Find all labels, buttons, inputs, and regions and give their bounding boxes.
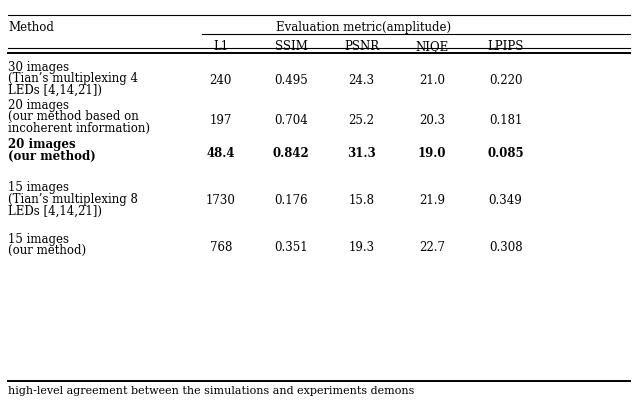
Text: 20 images: 20 images bbox=[8, 138, 76, 151]
Text: Method: Method bbox=[8, 21, 54, 34]
Text: (our method based on: (our method based on bbox=[8, 110, 139, 123]
Text: 0.351: 0.351 bbox=[275, 241, 308, 254]
Text: 0.842: 0.842 bbox=[273, 147, 310, 160]
Text: (Tian’s multiplexing 4: (Tian’s multiplexing 4 bbox=[8, 72, 138, 85]
Text: 30 images: 30 images bbox=[8, 61, 70, 74]
Text: 31.3: 31.3 bbox=[348, 147, 376, 160]
Text: (our method): (our method) bbox=[8, 150, 96, 163]
Text: 0.220: 0.220 bbox=[489, 74, 522, 87]
Text: 240: 240 bbox=[210, 74, 232, 87]
Text: (Tian’s multiplexing 8: (Tian’s multiplexing 8 bbox=[8, 193, 138, 206]
Text: 0.495: 0.495 bbox=[275, 74, 308, 87]
Text: 19.3: 19.3 bbox=[349, 241, 374, 254]
Text: 0.181: 0.181 bbox=[489, 114, 522, 127]
Text: 19.0: 19.0 bbox=[418, 147, 446, 160]
Text: Evaluation metric(amplitude): Evaluation metric(amplitude) bbox=[276, 21, 451, 34]
Text: 15 images: 15 images bbox=[8, 233, 69, 246]
Text: 22.7: 22.7 bbox=[419, 241, 445, 254]
Text: L1: L1 bbox=[213, 40, 228, 53]
Text: 24.3: 24.3 bbox=[349, 74, 374, 87]
Text: 1730: 1730 bbox=[206, 194, 236, 207]
Text: 0.704: 0.704 bbox=[275, 114, 308, 127]
Text: NIQE: NIQE bbox=[415, 40, 449, 53]
Text: 0.349: 0.349 bbox=[489, 194, 522, 207]
Text: 0.085: 0.085 bbox=[487, 147, 524, 160]
Text: 21.0: 21.0 bbox=[419, 74, 445, 87]
Text: 197: 197 bbox=[210, 114, 232, 127]
Text: incoherent information): incoherent information) bbox=[8, 122, 150, 135]
Text: LPIPS: LPIPS bbox=[488, 40, 524, 53]
Text: 0.176: 0.176 bbox=[275, 194, 308, 207]
Text: 20 images: 20 images bbox=[8, 99, 69, 112]
Text: LEDs [4,14,21]): LEDs [4,14,21]) bbox=[8, 205, 102, 218]
Text: LEDs [4,14,21]): LEDs [4,14,21]) bbox=[8, 84, 102, 97]
Text: 15 images: 15 images bbox=[8, 181, 69, 194]
Text: PSNR: PSNR bbox=[344, 40, 379, 53]
Text: 0.308: 0.308 bbox=[489, 241, 522, 254]
Text: 768: 768 bbox=[210, 241, 232, 254]
Text: 20.3: 20.3 bbox=[419, 114, 445, 127]
Text: 25.2: 25.2 bbox=[349, 114, 374, 127]
Text: high-level agreement between the simulations and experiments demons: high-level agreement between the simulat… bbox=[8, 386, 415, 396]
Text: (our method): (our method) bbox=[8, 244, 86, 257]
Text: 15.8: 15.8 bbox=[349, 194, 374, 207]
Text: SSIM: SSIM bbox=[275, 40, 308, 53]
Text: 48.4: 48.4 bbox=[207, 147, 235, 160]
Text: 21.9: 21.9 bbox=[419, 194, 445, 207]
